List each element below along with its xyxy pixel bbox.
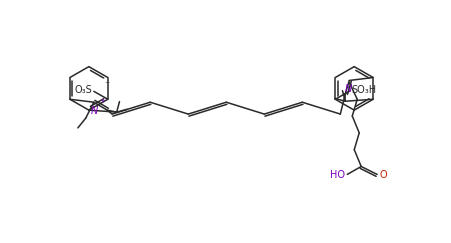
Text: O: O	[379, 170, 387, 180]
Text: +: +	[100, 98, 106, 104]
Text: O₃S: O₃S	[74, 85, 92, 95]
Text: N: N	[345, 84, 352, 95]
Text: N: N	[91, 106, 98, 116]
Text: ⁻: ⁻	[105, 80, 110, 90]
Text: SO₃H: SO₃H	[351, 85, 376, 95]
Text: HO: HO	[330, 170, 345, 180]
